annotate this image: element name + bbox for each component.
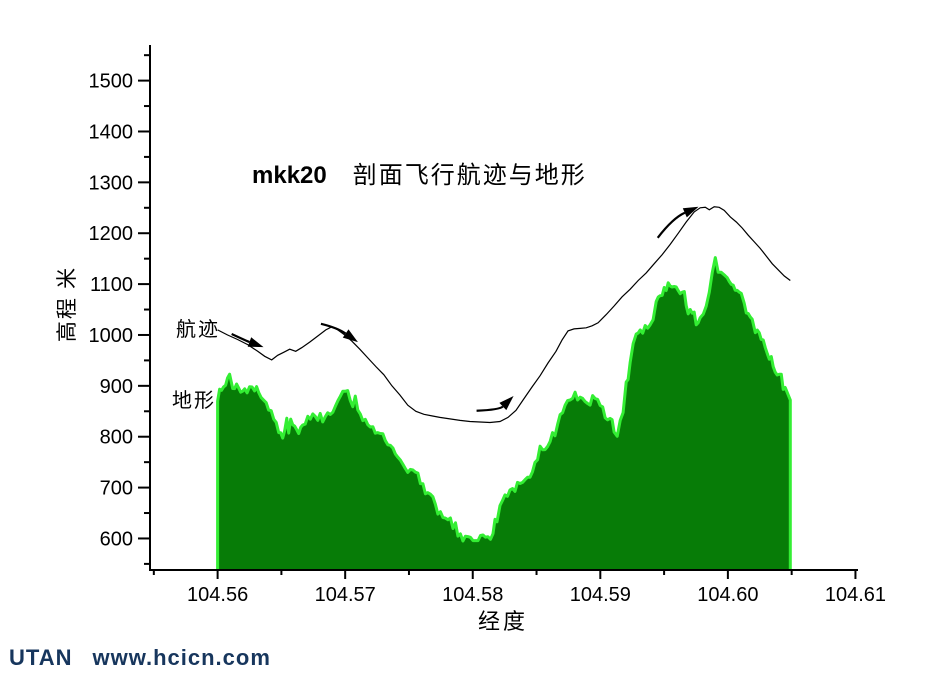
- svg-text:1300: 1300: [89, 172, 134, 194]
- svg-text:104.60: 104.60: [697, 584, 758, 606]
- axes: [138, 45, 858, 579]
- svg-text:1500: 1500: [89, 71, 134, 93]
- svg-text:104.58: 104.58: [442, 584, 503, 606]
- svg-text:104.56: 104.56: [187, 584, 248, 606]
- svg-text:700: 700: [100, 478, 133, 500]
- trajectory-series-label: 航迹: [176, 319, 220, 341]
- svg-text:800: 800: [100, 427, 133, 449]
- chart-title-text: 剖面飞行航迹与地形: [352, 163, 587, 189]
- trajectory-line: [217, 206, 791, 424]
- terrain-area: [216, 256, 792, 570]
- svg-text:600: 600: [100, 528, 133, 550]
- watermark-url: www.hcicn.com: [92, 645, 271, 670]
- tick-labels: 600 700 800 900 1000 1100 1200 1300 1400 1500 104.…: [89, 71, 887, 606]
- y-axis-title: 高程 米: [55, 265, 79, 343]
- svg-text:104.59: 104.59: [570, 584, 631, 606]
- watermark: UTAN www.hcicn.com: [9, 645, 271, 671]
- svg-text:1100: 1100: [90, 274, 133, 296]
- direction-arrows: [231, 206, 699, 412]
- svg-text:1400: 1400: [89, 121, 134, 143]
- svg-text:1000: 1000: [89, 325, 134, 347]
- terrain-series-label: 地形: [172, 390, 216, 412]
- chart-title-series-id: mkk20: [252, 162, 327, 189]
- svg-text:104.61: 104.61: [825, 584, 886, 606]
- watermark-brand: UTAN: [9, 645, 73, 670]
- x-axis-title: 经度: [478, 609, 529, 634]
- chart-title: mkk20 剖面飞行航迹与地形: [252, 155, 587, 190]
- svg-text:1200: 1200: [89, 223, 134, 245]
- svg-text:900: 900: [100, 376, 133, 398]
- svg-text:104.57: 104.57: [315, 584, 376, 606]
